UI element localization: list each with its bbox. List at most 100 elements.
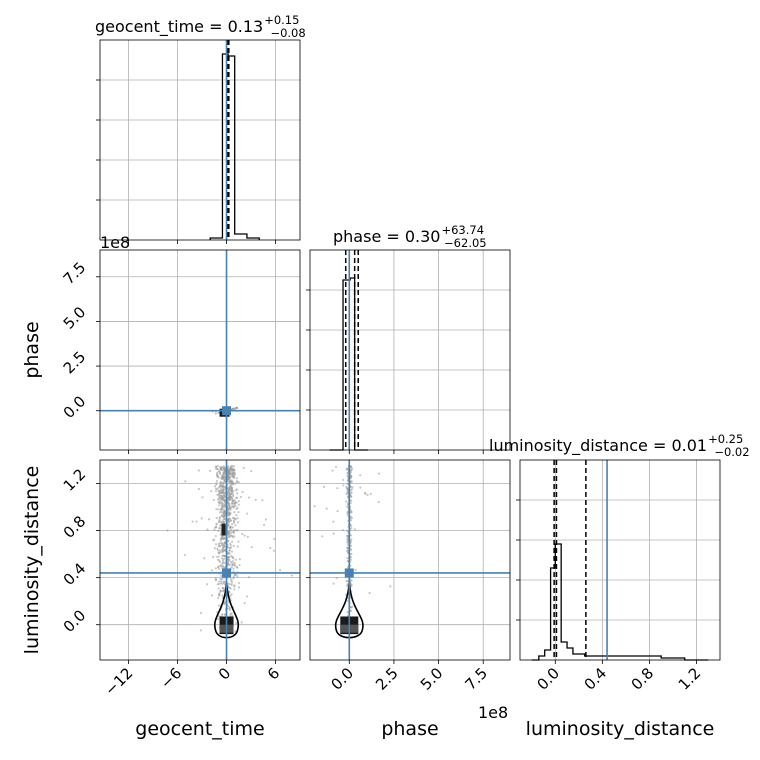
sample-point — [335, 576, 338, 580]
sample-point — [228, 512, 231, 515]
sample-point — [228, 490, 231, 494]
sample-point — [341, 478, 345, 481]
sample-point — [218, 470, 221, 473]
sample-point — [223, 500, 227, 504]
sample-point — [248, 576, 251, 579]
y-tick-label: 5.0 — [60, 303, 90, 333]
sample-point — [243, 601, 246, 605]
sample-point — [206, 528, 209, 531]
sample-point — [230, 486, 233, 489]
sample-point — [228, 530, 231, 533]
sample-point — [331, 469, 334, 472]
sample-point — [219, 577, 222, 580]
sample-point — [377, 472, 381, 475]
sample-point — [210, 594, 214, 597]
sample-point — [336, 510, 339, 513]
sample-point — [234, 558, 237, 561]
panel-luminosity-distance-hist — [519, 459, 721, 661]
x-tick-label: 0.0 — [534, 664, 564, 694]
sample-point — [232, 535, 236, 538]
sample-point — [313, 505, 316, 508]
sample-point — [334, 465, 338, 469]
sample-point — [218, 580, 221, 583]
sample-point — [212, 555, 215, 559]
sample-point — [206, 583, 209, 586]
sample-point — [183, 553, 187, 557]
sample-point — [237, 503, 240, 506]
sample-point — [346, 559, 349, 563]
sample-point — [227, 514, 230, 517]
sample-point — [229, 493, 232, 496]
sample-point — [233, 511, 236, 514]
sample-point — [227, 532, 230, 535]
sample-point — [219, 492, 222, 495]
sample-point — [345, 500, 348, 503]
sample-point — [231, 560, 234, 563]
sample-point — [232, 520, 236, 523]
sample-point — [232, 570, 235, 573]
sample-point — [230, 531, 233, 534]
sample-point — [219, 539, 223, 542]
sample-point — [231, 472, 234, 475]
sample-point — [368, 591, 371, 595]
sample-point — [233, 584, 236, 587]
sample-point — [228, 546, 232, 549]
sample-point — [217, 587, 220, 590]
density-core — [221, 523, 226, 536]
sample-point — [346, 487, 349, 490]
sample-point — [219, 472, 222, 475]
sample-point — [229, 542, 232, 545]
sample-point — [349, 469, 352, 472]
sample-point — [219, 502, 222, 505]
sample-point — [216, 558, 220, 561]
sample-point — [231, 555, 234, 559]
sample-point — [223, 517, 227, 520]
sample-point — [217, 594, 221, 597]
sample-point — [222, 513, 225, 517]
sample-point — [233, 529, 236, 532]
sample-point — [350, 538, 353, 541]
sample-point — [264, 518, 267, 521]
sample-point — [233, 573, 236, 577]
sample-point — [349, 534, 352, 537]
sample-point — [232, 494, 235, 498]
sample-point — [235, 507, 238, 511]
sample-point — [217, 497, 220, 500]
sample-point — [321, 535, 324, 538]
sample-point — [216, 487, 219, 491]
sample-point — [218, 504, 221, 507]
sample-point — [232, 468, 235, 471]
sample-point — [346, 549, 349, 553]
sample-point — [227, 499, 230, 502]
sample-point — [278, 569, 282, 572]
sample-point — [212, 498, 215, 502]
sample-point — [332, 582, 335, 585]
sample-point — [250, 546, 253, 549]
sample-point — [230, 565, 233, 569]
sample-point — [220, 574, 223, 577]
sample-point — [228, 478, 231, 481]
sample-point — [322, 485, 325, 489]
sample-point — [359, 486, 362, 489]
sample-point — [222, 557, 226, 560]
sample-point — [220, 496, 223, 499]
sample-point — [240, 621, 243, 624]
sample-point — [215, 516, 218, 520]
sample-point — [366, 493, 369, 497]
sample-point — [223, 536, 226, 539]
sample-point — [222, 561, 226, 564]
sample-point — [166, 529, 169, 532]
sample-point — [229, 497, 233, 500]
sample-point — [235, 406, 239, 409]
sample-point — [332, 520, 335, 523]
sample-point — [208, 469, 212, 472]
x-tick-label: 7.5 — [461, 664, 491, 694]
sample-point — [230, 480, 233, 483]
sample-point — [346, 585, 349, 588]
sample-point — [228, 534, 231, 537]
sample-point — [336, 487, 339, 490]
sample-point — [230, 540, 234, 543]
sample-point — [346, 546, 349, 549]
sample-point — [217, 555, 220, 558]
sample-point — [349, 609, 352, 612]
